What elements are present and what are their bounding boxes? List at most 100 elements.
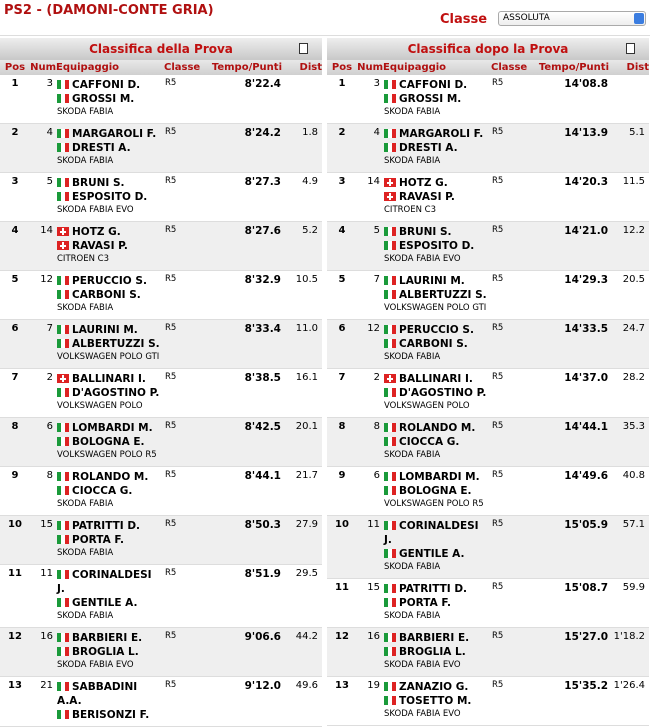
crew-name: CARBONI S.	[72, 289, 141, 301]
class: R5	[164, 319, 202, 369]
gap: 35.3	[609, 417, 649, 467]
crew: SABBADINI A.A. BERISONZI F.	[56, 676, 164, 727]
time: 8'24.2	[202, 123, 282, 173]
class: R5	[491, 627, 529, 677]
gap	[282, 75, 322, 124]
class: R5	[491, 368, 529, 418]
class: R5	[164, 270, 202, 320]
crew-name: ALBERTUZZI S.	[72, 338, 160, 350]
car-model: SKODA FABIA	[57, 107, 114, 117]
crew: BRUNI S. ESPOSITO D. SKODA FABIA EVO	[383, 221, 491, 271]
flag	[384, 80, 396, 89]
car-model: SKODA FABIA EVO	[384, 709, 461, 719]
crew: BALLINARI I. D'AGOSTINO P. VOLKSWAGEN POLO	[56, 368, 164, 418]
flag	[57, 535, 69, 544]
print-icon[interactable]	[299, 43, 308, 54]
car-number: 7	[357, 270, 383, 320]
crew: BARBIERI E. BROGLIA L. SKODA FABIA EVO	[383, 627, 491, 677]
class: R5	[164, 75, 202, 124]
crew: ZANAZIO G. TOSETTO M. SKODA FABIA EVO	[383, 676, 491, 726]
crew-name: HOTZ G.	[399, 177, 448, 189]
result-row: 4 14 HOTZ G. RAVASI P. CITROEN C3 R5 8'27.6 5.2	[0, 221, 322, 271]
crew-name: ROLANDO M.	[72, 471, 149, 483]
gap: 1.8	[282, 123, 322, 173]
crew-member: BRUNI S.	[384, 225, 490, 239]
flag	[384, 647, 396, 656]
result-row: 9 6 LOMBARDI M. BOLOGNA E. VOLKSWAGEN POLO R…	[327, 466, 649, 516]
crew-member: CIOCCA G.	[384, 435, 490, 449]
flag	[57, 710, 69, 719]
position: 11	[0, 564, 30, 628]
crew-name: PERUCCIO S.	[72, 275, 147, 287]
crew-name: BRUNI S.	[399, 226, 452, 238]
class: R5	[491, 515, 529, 579]
crew-name: CORINALDESI J.	[384, 520, 479, 546]
class: R5	[164, 515, 202, 565]
car-number: 5	[357, 221, 383, 271]
car-number: 2	[357, 368, 383, 418]
time: 14'33.5	[529, 319, 609, 369]
car-model: VOLKSWAGEN POLO GTI	[57, 352, 160, 362]
crew-name: PORTA F.	[399, 597, 451, 609]
crew-name: LAURINI M.	[399, 275, 465, 287]
result-row: 8 6 LOMBARDI M. BOLOGNA E. VOLKSWAGEN POLO R…	[0, 417, 322, 467]
crew-name: DRESTI A.	[399, 142, 458, 154]
flag	[384, 549, 396, 558]
result-row: 2 4 MARGAROLI F. DRESTI A. SKODA FABIA R5 14'1…	[327, 123, 649, 173]
car-number: 19	[357, 676, 383, 726]
crew-name: GROSSI M.	[399, 93, 462, 105]
position: 7	[327, 368, 357, 418]
crew-name: PATRITTI D.	[399, 583, 468, 595]
panel-header: Classifica dopo la Prova	[327, 38, 649, 60]
column-header: Classe	[491, 60, 529, 75]
crew-member: D'AGOSTINO P.	[384, 386, 490, 400]
crew-member: PERUCCIO S.	[384, 323, 490, 337]
flag	[57, 290, 69, 299]
crew-member: RAVASI P.	[384, 190, 490, 204]
gap: 40.8	[609, 466, 649, 516]
crew: PATRITTI D. PORTA F. SKODA FABIA	[56, 515, 164, 565]
crew: BRUNI S. ESPOSITO D. SKODA FABIA EVO	[56, 172, 164, 222]
gap: 28.2	[609, 368, 649, 418]
gap: 44.2	[282, 627, 322, 677]
car-model: SKODA FABIA EVO	[384, 660, 461, 670]
crew-member: BROGLIA L.	[57, 645, 163, 659]
class: R5	[491, 221, 529, 271]
crew-name: RAVASI P.	[72, 240, 128, 252]
gap: 11.5	[609, 172, 649, 222]
crew: PATRITTI D. PORTA F. SKODA FABIA	[383, 578, 491, 628]
crew-member: DRESTI A.	[384, 141, 490, 155]
print-icon[interactable]	[626, 43, 635, 54]
crew: ROLANDO M. CIOCCA G. SKODA FABIA	[383, 417, 491, 467]
crew-member: BROGLIA L.	[384, 645, 490, 659]
crew-member: PATRITTI D.	[57, 519, 163, 533]
flag	[57, 192, 69, 201]
column-header: Tempo/Punti	[529, 60, 609, 75]
class: R5	[491, 417, 529, 467]
position: 4	[0, 221, 30, 271]
crew-member: CIOCCA G.	[57, 484, 163, 498]
car-model: VOLKSWAGEN POLO R5	[384, 499, 484, 509]
car-number: 14	[30, 221, 56, 271]
class: R5	[164, 466, 202, 516]
crew-name: BALLINARI I.	[72, 373, 146, 385]
car-number: 11	[357, 515, 383, 579]
gap: 1'26.4	[609, 676, 649, 726]
position: 3	[0, 172, 30, 222]
crew-name: MARGAROLI F.	[399, 128, 484, 140]
crew-name: RAVASI P.	[399, 191, 455, 203]
crew-name: PERUCCIO S.	[399, 324, 474, 336]
flag	[384, 437, 396, 446]
flag	[57, 276, 69, 285]
class-select[interactable]: ASSOLUTA	[498, 11, 646, 26]
crew-name: BROGLIA L.	[72, 646, 139, 658]
column-header: Tempo/Punti	[202, 60, 282, 75]
car-number: 21	[30, 676, 56, 727]
flag	[57, 241, 69, 250]
class: R5	[491, 578, 529, 628]
crew: CAFFONI D. GROSSI M. SKODA FABIA	[383, 75, 491, 124]
time: 14'13.9	[529, 123, 609, 173]
result-row: 13 19 ZANAZIO G. TOSETTO M. SKODA FABIA EVO R…	[327, 676, 649, 726]
car-model: CITROEN C3	[384, 205, 437, 215]
crew-member: BARBIERI E.	[57, 631, 163, 645]
